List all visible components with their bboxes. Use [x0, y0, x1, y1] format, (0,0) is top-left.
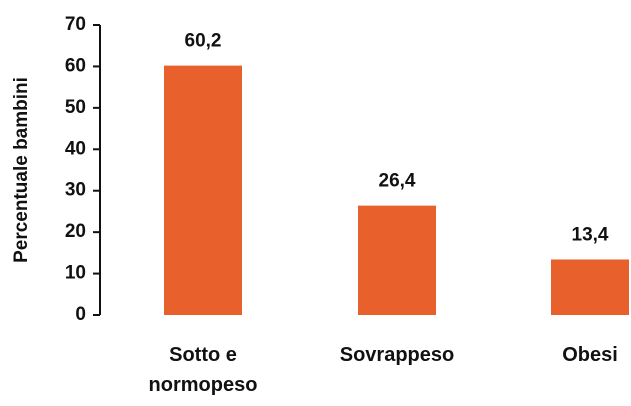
value-label: 26,4 [379, 171, 416, 192]
y-tick-label: 20 [65, 221, 86, 242]
bar [358, 205, 436, 315]
y-tick-label: 50 [65, 97, 86, 118]
y-tick-label: 30 [65, 180, 86, 201]
x-tick-label: Obesi [562, 344, 618, 366]
x-tick-label: Sovrappeso [339, 344, 455, 366]
y-tick-label: 0 [75, 304, 86, 325]
x-tick-label: Sotto e normopeso [148, 344, 258, 396]
bar [551, 259, 629, 315]
value-label: 13,4 [572, 225, 609, 246]
y-axis-label: Percentuale bambini [11, 77, 32, 263]
y-tick-label: 40 [65, 138, 86, 159]
y-tick-label: 70 [65, 14, 86, 35]
y-tick-label: 10 [65, 263, 86, 284]
bar [164, 65, 242, 315]
value-label: 60,2 [185, 31, 222, 52]
y-tick-label: 60 [65, 55, 86, 76]
